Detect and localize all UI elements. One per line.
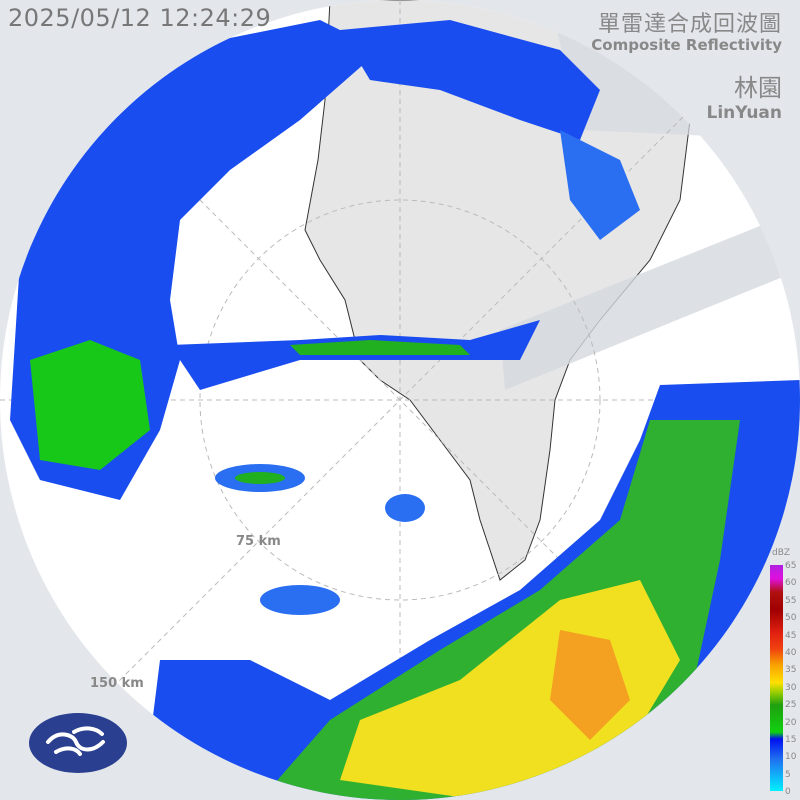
legend-tick: 20 bbox=[785, 717, 797, 728]
station-name-en: LinYuan bbox=[706, 103, 782, 123]
legend-tick: 55 bbox=[785, 595, 797, 606]
range-label-75: 75 km bbox=[236, 534, 281, 549]
range-ring-75 bbox=[199, 199, 601, 601]
legend-unit: dBZ bbox=[772, 548, 791, 558]
legend-tick: 50 bbox=[785, 613, 797, 624]
legend-tick: 0 bbox=[785, 787, 791, 798]
echo-northeast bbox=[560, 130, 640, 240]
legend-tick: 60 bbox=[785, 578, 797, 589]
title-block: 單雷達合成回波圖 Composite Reflectivity 林園 LinYu… bbox=[591, 6, 782, 123]
legend-tick: 45 bbox=[785, 630, 797, 641]
title-zh: 單雷達合成回波圖 bbox=[597, 12, 782, 37]
echo-southeast-orange bbox=[550, 630, 630, 740]
echoes bbox=[10, 20, 800, 800]
taiwan-land bbox=[304, 0, 721, 581]
echo-southeast-yellow bbox=[340, 580, 680, 800]
legend-tick: 15 bbox=[785, 735, 797, 745]
timestamp: 2025/05/12 12:24:29 bbox=[8, 4, 272, 32]
cwa-logo bbox=[29, 713, 127, 773]
dbz-legend: dBZ 65 60 55 50 45 40 35 30 25 20 15 10 5 0 bbox=[768, 548, 800, 800]
echo-band-green bbox=[290, 340, 470, 355]
legend-tick: 35 bbox=[785, 665, 797, 676]
echo-north bbox=[340, 20, 600, 140]
echo-cell bbox=[235, 472, 285, 484]
legend-color-bar bbox=[770, 565, 783, 791]
station-name-zh: 林園 bbox=[734, 74, 782, 102]
legend-tick: 65 bbox=[785, 561, 797, 571]
blocked-sector bbox=[500, 210, 800, 390]
legend-tick: 30 bbox=[785, 682, 797, 693]
echo-cell bbox=[385, 494, 425, 522]
legend-tick: 40 bbox=[785, 648, 797, 658]
range-label-150: 150 km bbox=[90, 676, 144, 691]
title-en: Composite Reflectivity bbox=[591, 36, 782, 54]
legend-tick: 25 bbox=[785, 700, 797, 711]
echo-northwest-green bbox=[30, 340, 150, 470]
legend-tick: 10 bbox=[785, 752, 797, 763]
crosshair bbox=[116, 116, 684, 684]
legend-tick: 5 bbox=[785, 769, 791, 780]
echo-cell bbox=[260, 585, 340, 615]
